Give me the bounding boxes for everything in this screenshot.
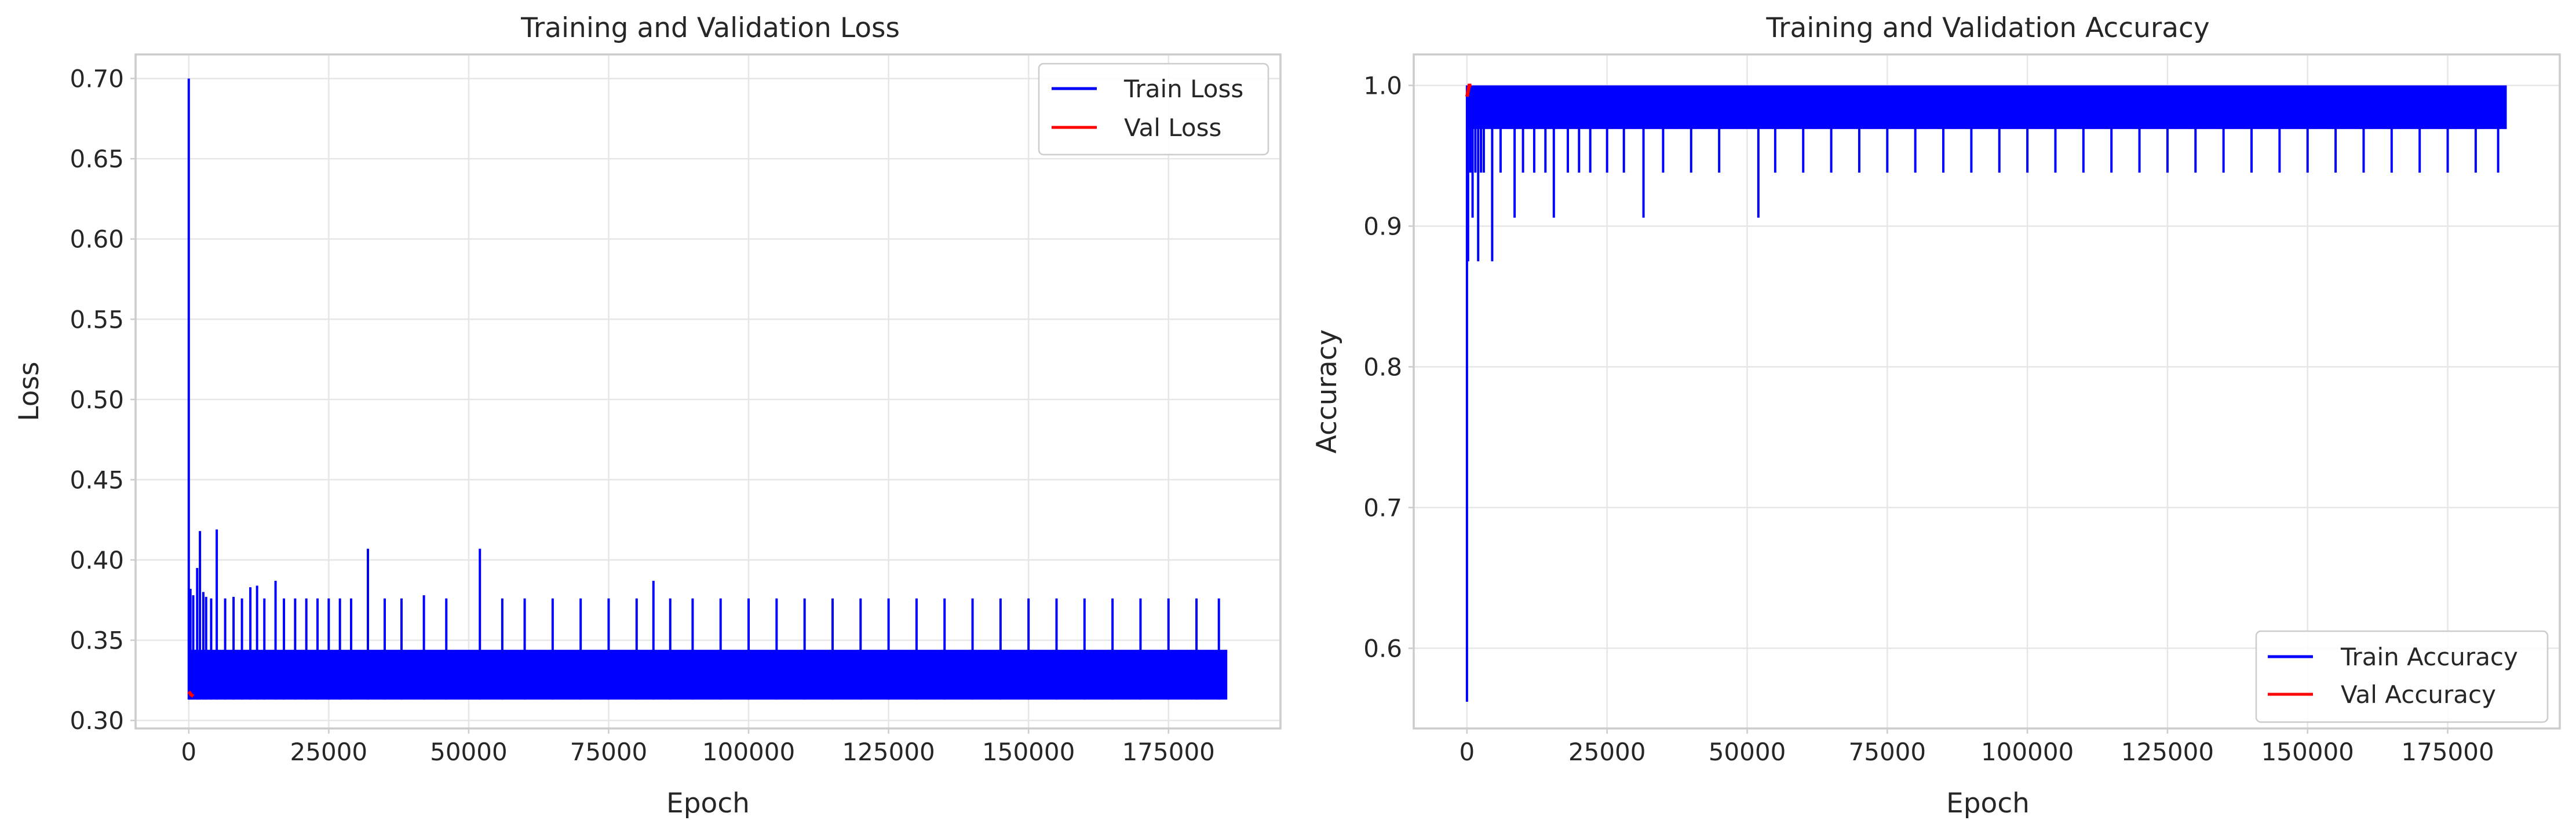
loss-x-tick-label: 175000 xyxy=(1122,738,1215,766)
loss-y-tick-label: 0.35 xyxy=(70,627,124,655)
accuracy-chart: Training and Validation Accuracy 0 25000 5… xyxy=(1311,12,2561,819)
loss-y-tick-label: 0.45 xyxy=(70,466,124,494)
loss-legend-val-label: Val Loss xyxy=(1124,113,1221,142)
loss-x-tick-label: 25000 xyxy=(290,738,368,766)
loss-val-series-line xyxy=(187,690,195,698)
accuracy-chart-title: Training and Validation Accuracy xyxy=(1765,12,2209,44)
loss-y-axis-label: Loss xyxy=(13,361,45,421)
loss-x-tick-label: 150000 xyxy=(982,738,1075,766)
loss-y-ticks: 0.30 0.35 0.40 0.45 0.50 0.55 0.60 0.65 0.70 xyxy=(70,65,136,735)
accuracy-y-axis-label: Accuracy xyxy=(1311,329,1343,454)
accuracy-x-tick-label: 75000 xyxy=(1849,738,1926,766)
loss-y-tick-label: 0.40 xyxy=(70,546,124,574)
accuracy-legend-box xyxy=(2255,630,2549,723)
loss-chart-title: Training and Validation Loss xyxy=(520,12,900,44)
accuracy-y-tick-label: 0.9 xyxy=(1363,212,1402,240)
loss-y-tick-label: 0.65 xyxy=(70,145,124,173)
loss-plot-area xyxy=(187,78,1228,700)
loss-y-tick-label: 0.55 xyxy=(70,305,124,334)
accuracy-y-tick-label: 1.0 xyxy=(1363,71,1402,100)
accuracy-x-tick-label: 25000 xyxy=(1568,738,1646,766)
accuracy-plot-area xyxy=(1465,83,2507,702)
accuracy-x-axis-label: Epoch xyxy=(1946,788,2030,819)
accuracy-plot-frame xyxy=(1413,53,2561,730)
loss-chart: Training and Validation Loss 0 25000 50000… xyxy=(13,12,1282,819)
loss-x-tick-label: 125000 xyxy=(842,738,935,766)
loss-x-tick-label: 50000 xyxy=(430,738,508,766)
accuracy-x-tick-label: 100000 xyxy=(1981,738,2074,766)
loss-y-tick-label: 0.30 xyxy=(70,706,124,735)
loss-x-ticks: 0 25000 50000 75000 100000 125000 150000 175000 xyxy=(181,728,1215,766)
accuracy-legend: Train Accuracy Val Accuracy xyxy=(2255,630,2549,723)
loss-x-tick-label: 75000 xyxy=(570,738,648,766)
accuracy-y-tick-label: 0.6 xyxy=(1363,634,1402,662)
accuracy-x-tick-label: 125000 xyxy=(2121,738,2214,766)
loss-y-tick-label: 0.70 xyxy=(70,65,124,93)
accuracy-legend-train-label: Train Accuracy xyxy=(2340,643,2518,671)
accuracy-y-ticks: 0.6 0.7 0.8 0.9 1.0 xyxy=(1363,71,1414,662)
accuracy-val-series-line xyxy=(1465,83,1472,97)
loss-legend-train-label: Train Loss xyxy=(1123,75,1243,103)
accuracy-x-tick-label: 150000 xyxy=(2261,738,2354,766)
loss-legend-box xyxy=(1038,63,1269,156)
accuracy-x-tick-label: 0 xyxy=(1460,738,1475,766)
accuracy-y-tick-label: 0.7 xyxy=(1363,493,1402,522)
loss-y-tick-label: 0.50 xyxy=(70,386,124,414)
accuracy-x-ticks: 0 25000 50000 75000 100000 125000 150000 175000 xyxy=(1460,728,2494,766)
accuracy-legend-val-label: Val Accuracy xyxy=(2341,680,2496,709)
loss-y-tick-label: 0.60 xyxy=(70,225,124,254)
accuracy-y-tick-label: 0.8 xyxy=(1363,353,1402,381)
accuracy-x-tick-label: 175000 xyxy=(2401,738,2494,766)
loss-x-axis-label: Epoch xyxy=(666,788,750,819)
loss-plot-frame xyxy=(134,53,1282,730)
loss-legend: Train Loss Val Loss xyxy=(1038,63,1269,156)
loss-x-tick-label: 100000 xyxy=(702,738,795,766)
accuracy-x-tick-label: 50000 xyxy=(1709,738,1786,766)
loss-x-tick-label: 0 xyxy=(181,738,196,766)
